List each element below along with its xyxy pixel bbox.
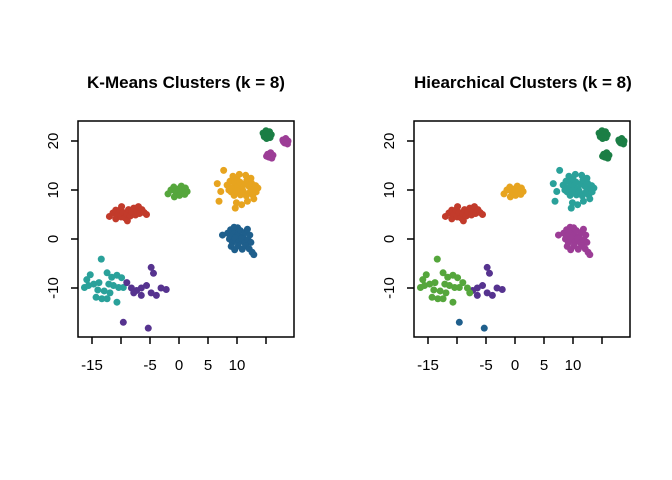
svg-text:20: 20 (381, 133, 398, 150)
svg-text:0: 0 (45, 235, 62, 243)
hierarchical-plot-title: Hiearchical Clusters (k = 8) (414, 73, 632, 92)
svg-text:20: 20 (45, 133, 62, 150)
svg-text:0: 0 (175, 357, 183, 374)
kmeans-plot-title: K-Means Clusters (k = 8) (87, 73, 285, 92)
svg-text:-15: -15 (417, 357, 439, 374)
hierarchical-scatter-svg: -15 -5 0 5 10 -10 0 10 20 (381, 120, 631, 374)
svg-text:5: 5 (540, 357, 548, 374)
svg-text:-10: -10 (381, 277, 398, 299)
svg-text:-10: -10 (45, 277, 62, 299)
svg-text:10: 10 (381, 182, 398, 199)
hierarchical-plot-panel: Hiearchical Clusters (k = 8) -15 -5 0 5 10 -1… (336, 0, 672, 480)
kmeans-plot-panel: K-Means Clusters (k = 8) -15 -5 0 5 10 -10 0 10… (45, 73, 295, 374)
svg-text:10: 10 (229, 357, 246, 374)
kmeans-scatter-svg: -15 -5 0 5 10 -10 0 10 20 (45, 120, 295, 374)
svg-text:10: 10 (565, 357, 582, 374)
svg-text:0: 0 (381, 235, 398, 243)
svg-text:10: 10 (45, 182, 62, 199)
svg-text:-15: -15 (81, 357, 103, 374)
svg-text:0: 0 (511, 357, 519, 374)
svg-text:5: 5 (204, 357, 212, 374)
svg-text:-5: -5 (479, 357, 492, 374)
svg-text:-5: -5 (143, 357, 156, 374)
